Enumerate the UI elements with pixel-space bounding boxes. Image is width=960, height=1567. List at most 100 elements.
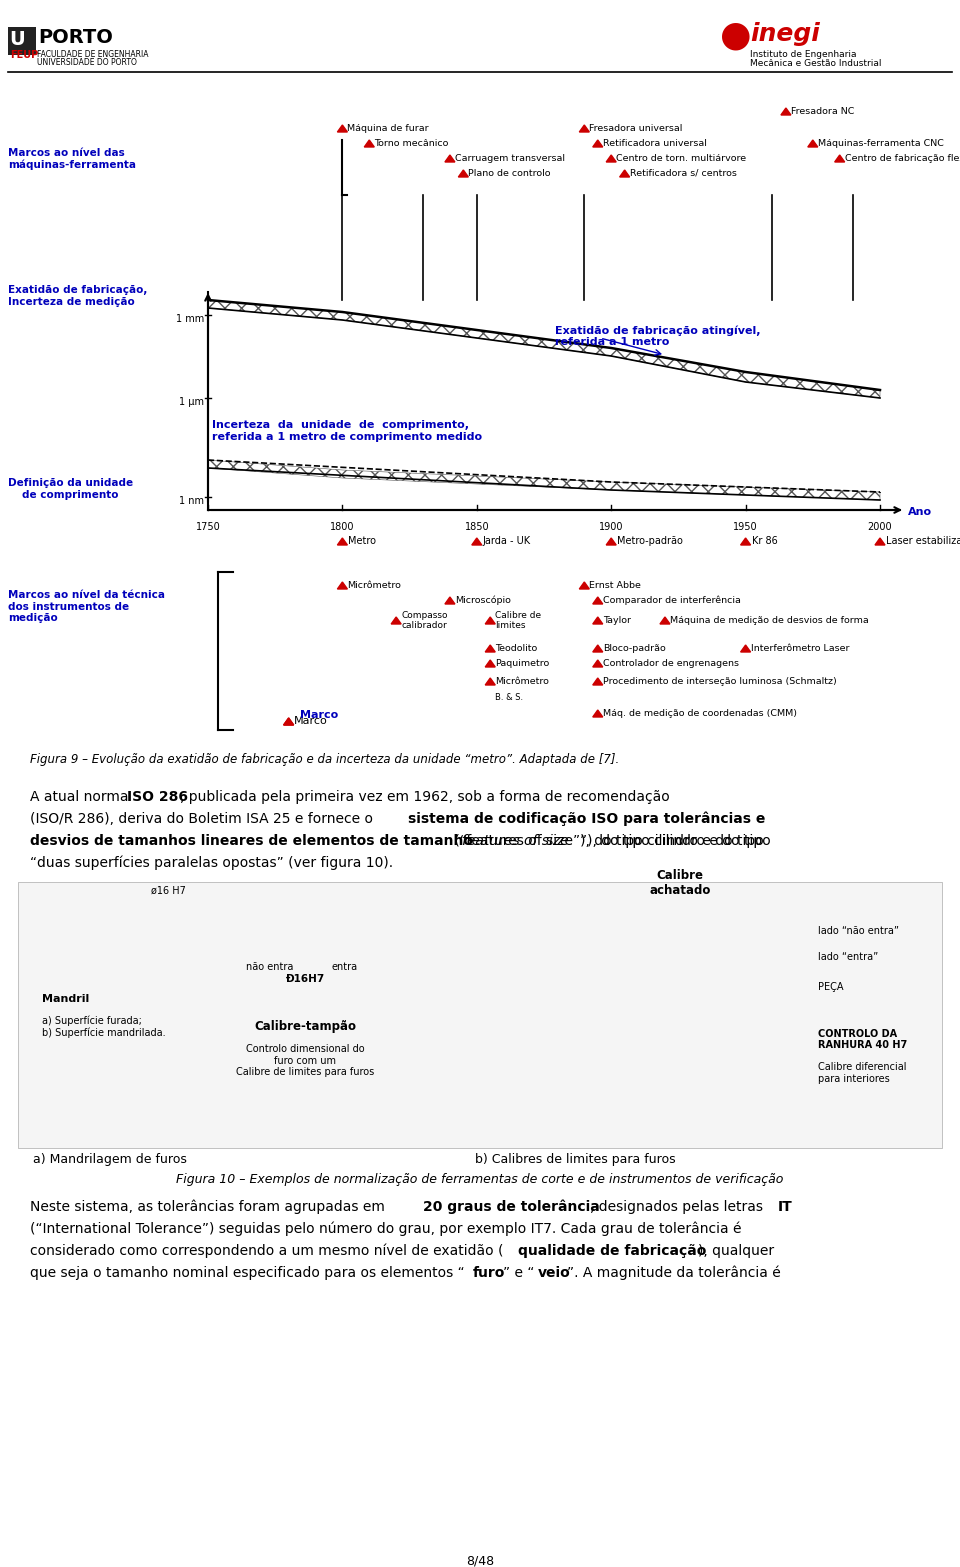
Polygon shape (485, 617, 495, 624)
Polygon shape (337, 537, 348, 545)
Bar (18, 882, 942, 1149)
Bar (8, 5, 208, 85)
Text: ø16 H7: ø16 H7 (151, 885, 185, 896)
Polygon shape (834, 155, 845, 161)
Text: Torno mecânico: Torno mecânico (374, 139, 448, 147)
Polygon shape (485, 679, 495, 685)
Polygon shape (458, 169, 468, 177)
Text: ” e “: ” e “ (503, 1266, 535, 1280)
Polygon shape (471, 537, 482, 545)
Polygon shape (592, 660, 603, 668)
Text: ”. A magnitude da tolerância é: ”. A magnitude da tolerância é (567, 1266, 780, 1280)
Text: Calibre diferencial
para interiores: Calibre diferencial para interiores (818, 1062, 906, 1084)
Text: Metro: Metro (348, 536, 376, 547)
Polygon shape (283, 718, 294, 726)
Text: PEÇA: PEÇA (818, 983, 844, 992)
Polygon shape (283, 718, 294, 726)
Text: Máquina de furar: Máquina de furar (348, 124, 429, 133)
Text: Máq. de medição de coordenadas (CMM): Máq. de medição de coordenadas (CMM) (603, 708, 797, 718)
Polygon shape (740, 537, 751, 545)
Text: (“International Tolerance”) seguidas pelo número do grau, por exemplo IT7. Cada : (“International Tolerance”) seguidas pel… (30, 1222, 741, 1236)
Text: , publicada pela primeira vez em 1962, sob a forma de recomendação: , publicada pela primeira vez em 1962, s… (180, 790, 670, 804)
Polygon shape (364, 139, 374, 147)
Text: Máquinas-ferramenta CNC: Máquinas-ferramenta CNC (818, 139, 944, 147)
Text: Fresadora universal: Fresadora universal (589, 124, 683, 133)
Polygon shape (579, 125, 589, 132)
Text: Ano: Ano (908, 508, 932, 517)
Text: não entra: não entra (247, 962, 294, 972)
Text: Compasso
calibrador: Compasso calibrador (401, 611, 447, 630)
Text: Bloco-padrão: Bloco-padrão (603, 644, 665, 653)
Text: UNIVERSIDADE DO PORTO: UNIVERSIDADE DO PORTO (37, 58, 137, 67)
Polygon shape (875, 537, 885, 545)
Text: (“features of size”), do tipo cilindro e do tipo: (“features of size”), do tipo cilindro e… (450, 834, 764, 848)
Text: Kr 86: Kr 86 (752, 536, 778, 547)
Polygon shape (337, 581, 348, 589)
Text: Metro-padrão: Metro-padrão (617, 536, 684, 547)
Text: Marco: Marco (300, 710, 338, 719)
Text: 8/48: 8/48 (466, 1554, 494, 1567)
Text: A atual norma: A atual norma (30, 790, 132, 804)
Text: U: U (9, 30, 25, 49)
Text: qualidade de fabricação: qualidade de fabricação (518, 1244, 707, 1258)
Text: Paquimetro: Paquimetro (495, 660, 549, 668)
Text: Centro de fabricação flexível: Centro de fabricação flexível (845, 154, 960, 163)
Text: RANHURA 40 H7: RANHURA 40 H7 (818, 1040, 907, 1050)
Text: inegi: inegi (750, 22, 820, 45)
Text: Exatidão de fabricação atingível,
referida a 1 metro: Exatidão de fabricação atingível, referi… (555, 324, 760, 348)
Text: Ernst Abbe: Ernst Abbe (589, 581, 641, 591)
Polygon shape (780, 108, 791, 114)
Polygon shape (592, 679, 603, 685)
Text: que seja o tamanho nominal especificado para os elementos “: que seja o tamanho nominal especificado … (30, 1266, 465, 1280)
Text: a) Mandrilagem de furos: a) Mandrilagem de furos (33, 1153, 187, 1166)
Text: 1 mm: 1 mm (176, 313, 204, 324)
Polygon shape (485, 660, 495, 668)
Text: Exatidão de fabricação,
Incerteza de medição: Exatidão de fabricação, Incerteza de med… (8, 285, 148, 307)
Text: Calibre de
limites: Calibre de limites (495, 611, 541, 630)
Text: Retificadora universal: Retificadora universal (603, 139, 707, 147)
Text: Controlo dimensional do
furo com um
Calibre de limites para furos: Controlo dimensional do furo com um Cali… (236, 1044, 374, 1077)
Text: Plano de controlo: Plano de controlo (468, 169, 551, 179)
Text: features of size: features of size (462, 834, 568, 848)
Text: FEUP: FEUP (10, 50, 38, 60)
Text: PORTO: PORTO (38, 28, 113, 47)
Text: Máquina de medição de desvios de forma: Máquina de medição de desvios de forma (670, 616, 869, 625)
Text: ”), do tipo cilindro e do tipo: ”), do tipo cilindro e do tipo (580, 834, 771, 848)
Text: 1 µm: 1 µm (179, 396, 204, 407)
Text: , designados pelas letras: , designados pelas letras (590, 1200, 767, 1214)
Text: Micrômetro: Micrômetro (495, 677, 549, 686)
Polygon shape (208, 461, 880, 500)
Text: 1750: 1750 (196, 522, 221, 533)
Text: Microscópio: Microscópio (455, 595, 511, 605)
Text: Carruagem transversal: Carruagem transversal (455, 154, 564, 163)
Text: Controlador de engrenagens: Controlador de engrenagens (603, 660, 739, 668)
Text: desvios de tamanhos lineares de elementos de tamanho: desvios de tamanhos lineares de elemento… (30, 834, 473, 848)
Polygon shape (592, 617, 603, 624)
Text: 1900: 1900 (599, 522, 623, 533)
Text: lado “não entra”: lado “não entra” (818, 926, 899, 935)
Text: 20 graus de tolerância: 20 graus de tolerância (423, 1200, 600, 1214)
Text: 1 nm: 1 nm (179, 497, 204, 506)
FancyBboxPatch shape (8, 27, 36, 55)
Text: Incerteza  da  unidade  de  comprimento,
referida a 1 metro de comprimento medid: Incerteza da unidade de comprimento, ref… (212, 420, 482, 442)
Text: Marcos ao nível da técnica
dos instrumentos de
medição: Marcos ao nível da técnica dos instrumen… (8, 591, 165, 624)
Text: 1950: 1950 (733, 522, 757, 533)
Polygon shape (592, 139, 603, 147)
Text: CONTROLO DA: CONTROLO DA (818, 1030, 898, 1039)
Text: 1850: 1850 (465, 522, 489, 533)
Text: B. & S.: B. & S. (495, 693, 523, 702)
Polygon shape (592, 710, 603, 718)
Text: Micrômetro: Micrômetro (348, 581, 401, 591)
Text: FACULDADE DE ENGENHARIA: FACULDADE DE ENGENHARIA (37, 50, 149, 60)
Text: Definição da unidade
de comprimento: Definição da unidade de comprimento (8, 478, 133, 500)
Text: ), qualquer: ), qualquer (698, 1244, 774, 1258)
Polygon shape (337, 125, 348, 132)
Text: Figura 9 – Evolução da exatidão de fabricação e da incerteza da unidade “metro”.: Figura 9 – Evolução da exatidão de fabri… (30, 754, 619, 766)
Text: Retificadora s/ centros: Retificadora s/ centros (630, 169, 736, 179)
Text: Figura 10 – Exemplos de normalização de ferramentas de corte e de instrumentos d: Figura 10 – Exemplos de normalização de … (177, 1174, 783, 1186)
Text: Taylor: Taylor (603, 616, 631, 625)
Text: ●: ● (720, 17, 752, 52)
Text: Teodolito: Teodolito (495, 644, 538, 653)
Text: 2000: 2000 (868, 522, 892, 533)
Text: Calibre-tampão: Calibre-tampão (254, 1020, 356, 1033)
